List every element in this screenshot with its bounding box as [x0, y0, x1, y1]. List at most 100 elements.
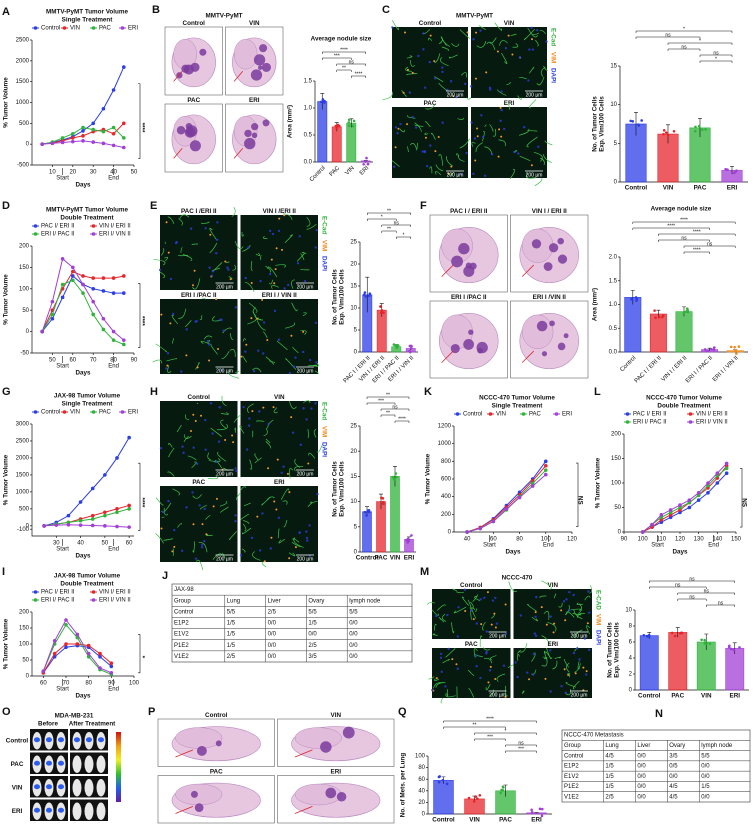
chart-title: NCCC-470 Tumor Volume: [646, 395, 722, 402]
micrograph-feature: [229, 349, 236, 357]
micrograph-feature: [276, 458, 279, 461]
replicate-dot: [351, 124, 355, 128]
micrograph-feature: [301, 251, 307, 254]
replicate-dot: [635, 299, 638, 302]
micrograph-feature: [241, 231, 245, 237]
replicate-dot: [684, 310, 688, 314]
micrograph-feature: [263, 427, 268, 437]
micrograph-feature: [229, 278, 232, 281]
micrograph-feature: [314, 321, 318, 325]
micrograph-feature: [472, 618, 475, 621]
image-label: Control: [188, 394, 211, 401]
signal: [46, 760, 52, 766]
micrograph-feature: [402, 91, 405, 94]
data-point: [81, 291, 85, 295]
y-axis-label: % Tumor Volume: [3, 618, 10, 669]
y-tick-label: -100: [17, 527, 30, 533]
replicate-dot: [670, 631, 674, 635]
y-tick-label: 50: [614, 505, 621, 511]
stain-label: VIM: [320, 240, 327, 251]
scale-bar-label: 200 µm: [216, 471, 233, 477]
table-cell: P1E2: [564, 784, 579, 790]
micrograph-feature: [491, 599, 495, 602]
micrograph-feature: [517, 95, 523, 100]
y-tick-label: 5: [354, 524, 358, 530]
data-point: [64, 618, 68, 622]
signal: [46, 807, 52, 813]
x-tick-label: 40: [77, 541, 84, 547]
micrograph-feature: [482, 622, 486, 631]
micrograph-feature: [552, 631, 555, 634]
x-tick-label: 40: [110, 170, 117, 176]
data-point: [81, 125, 85, 130]
y-tick-label: 2000: [16, 58, 30, 64]
replicate-dot: [379, 311, 383, 315]
micrograph-feature: [226, 266, 229, 269]
y-tick-label: 0: [26, 142, 30, 148]
replicate-dot: [657, 315, 661, 319]
table-header: Liver: [637, 743, 650, 749]
micrograph-feature: [306, 216, 311, 227]
significance: ****: [138, 316, 145, 326]
replicate-dot: [379, 305, 382, 308]
data-point: [687, 505, 692, 510]
data-point: [122, 291, 126, 295]
replicate-dot: [693, 129, 697, 133]
micrograph-feature: [265, 438, 271, 444]
replicate-dot: [712, 348, 716, 352]
replicate-dot: [405, 538, 408, 542]
micrograph-feature: [549, 690, 552, 693]
y-tick-label: 60: [418, 777, 425, 783]
image-label: VIN: [548, 582, 559, 589]
micrograph-feature: [185, 506, 188, 509]
y-tick-label: 50: [22, 658, 29, 664]
micrograph-feature: [277, 338, 281, 341]
significance: ****: [138, 123, 145, 133]
y-axis-label: No. of Tumor Cells: [607, 622, 614, 678]
signal: [58, 784, 64, 790]
y-tick-label: 200: [611, 432, 622, 438]
y-axis-label: % Tumor Volume: [595, 457, 602, 508]
micrograph-feature: [396, 132, 399, 135]
micrograph-feature: [160, 313, 163, 316]
legend-marker: [554, 412, 559, 416]
micrograph-feature: [258, 410, 261, 413]
micrograph-feature: [282, 500, 288, 505]
micrograph-feature: [275, 508, 278, 511]
replicate-dot: [704, 128, 707, 131]
micrograph-feature: [414, 124, 424, 127]
replicate-dot: [729, 345, 733, 349]
y-tick-label: 0: [354, 350, 358, 356]
micrograph-feature: [169, 277, 173, 281]
micrograph-feature: [277, 528, 280, 539]
nodule: [253, 54, 266, 66]
micrograph-feature: [487, 681, 490, 684]
data-point: [122, 65, 126, 69]
significance-bracket: [649, 586, 707, 589]
significance: ns: [713, 50, 719, 56]
tissue: [233, 38, 258, 70]
data-point: [122, 121, 126, 126]
micrograph-feature: [262, 406, 265, 409]
micrograph-feature: [468, 687, 475, 698]
micrograph-feature: [256, 320, 266, 331]
micrograph-feature: [288, 557, 291, 560]
image-label: PAC: [187, 97, 200, 104]
data-point: [78, 518, 83, 523]
y-tick-label: 200: [441, 512, 452, 518]
micrograph-feature: [568, 609, 571, 612]
x-tick-label: 70: [63, 681, 70, 687]
micrograph-feature: [470, 121, 473, 124]
mouse: [84, 755, 94, 773]
micrograph-feature: [439, 652, 443, 656]
micrograph-feature: [562, 600, 566, 603]
micrograph-feature: [534, 611, 537, 614]
significance-bracket: [138, 462, 141, 531]
bar: [433, 780, 454, 815]
x-tick-label: VIN: [663, 185, 674, 192]
micrograph-feature: [414, 126, 418, 129]
scale-bar-label: 200 µm: [447, 172, 464, 178]
micrograph-feature: [422, 32, 425, 35]
annotation: Start: [56, 687, 69, 693]
micrograph-feature: [560, 684, 563, 688]
